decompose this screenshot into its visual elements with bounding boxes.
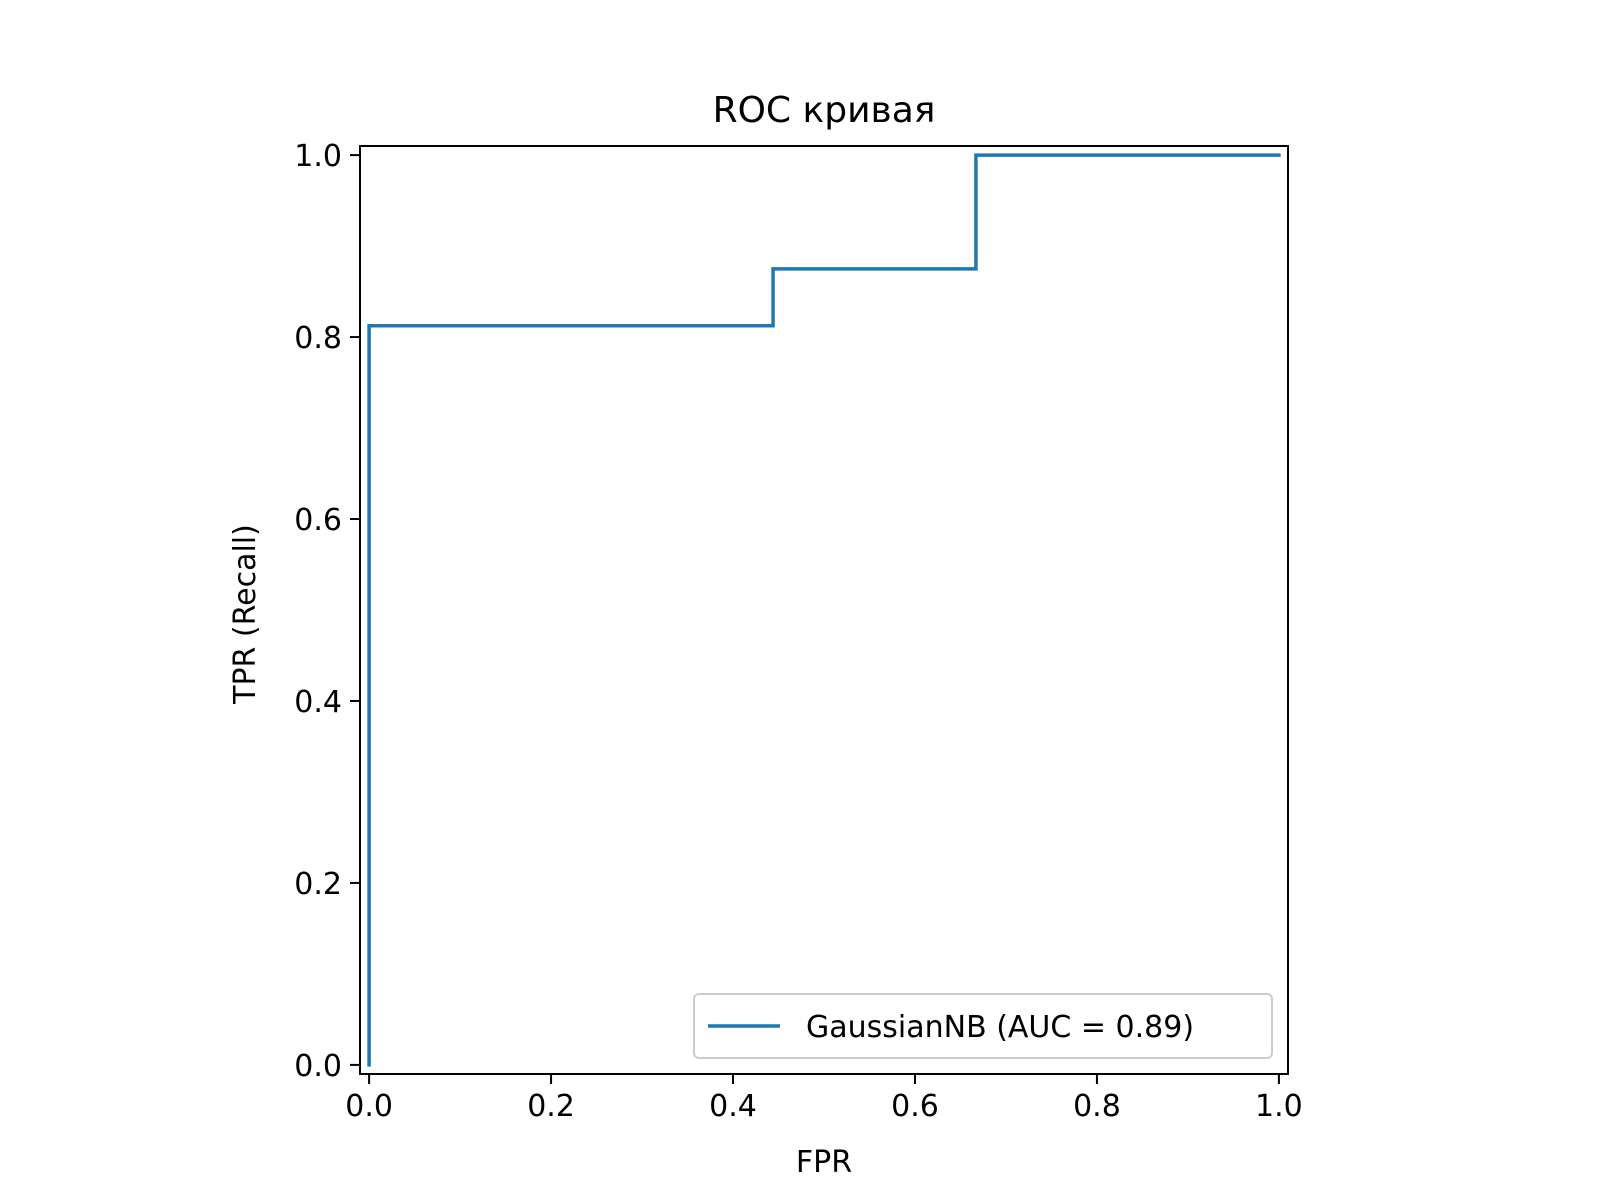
y-axis-label: TPR (Recall) — [228, 524, 263, 705]
y-tick-label: 0.6 — [294, 503, 342, 538]
legend: GaussianNB (AUC = 0.89) — [693, 993, 1273, 1059]
chart-title: ROC кривая — [713, 90, 936, 131]
y-tick-label: 0.2 — [294, 867, 342, 902]
x-axis-label: FPR — [796, 1145, 852, 1180]
y-tick-label: 1.0 — [294, 139, 342, 174]
y-tick-label: 0.4 — [294, 685, 342, 720]
x-tick-label: 0.4 — [709, 1089, 757, 1124]
x-tick-label: 1.0 — [1255, 1089, 1303, 1124]
roc-curve-line — [367, 153, 1281, 1067]
axes-frame — [359, 145, 1289, 1075]
legend-box — [693, 993, 1273, 1059]
y-tick-label: 0.0 — [294, 1049, 342, 1084]
x-tick-label: 0.8 — [1073, 1089, 1121, 1124]
x-tick-label: 0.6 — [891, 1089, 939, 1124]
legend-entry-label: GaussianNB (AUC = 0.89) — [806, 1010, 1194, 1045]
y-tick-label: 0.8 — [294, 321, 342, 356]
x-tick-label: 0.0 — [345, 1089, 393, 1124]
x-tick-label: 0.2 — [527, 1089, 575, 1124]
plot-area: 0.0 0.2 0.4 0.6 0.8 1.0 0.0 0.2 0.4 0.6 0.8 1.0 — [294, 139, 1302, 1124]
